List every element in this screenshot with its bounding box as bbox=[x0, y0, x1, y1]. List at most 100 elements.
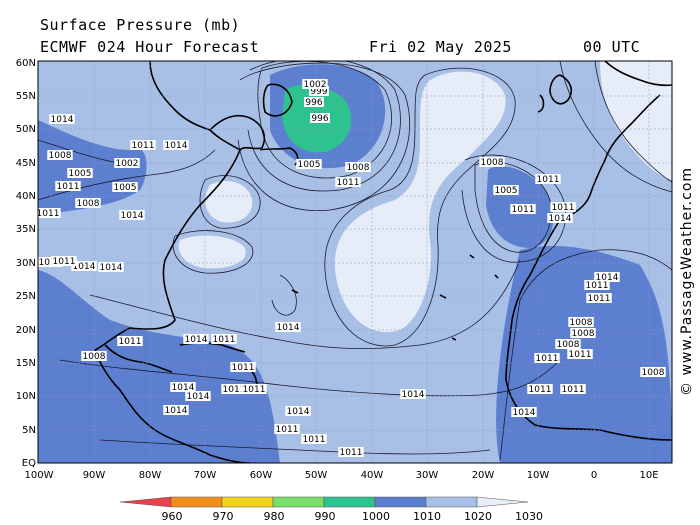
isobar-value-text: 1005 bbox=[69, 169, 92, 179]
forecast-date: Fri 02 May 2025 bbox=[369, 38, 512, 56]
isobar-value-text: 1011 bbox=[340, 448, 363, 458]
isobar-value-label: 1011 bbox=[130, 140, 156, 151]
colorbar-swatch bbox=[119, 496, 172, 508]
map-frame bbox=[37, 60, 673, 464]
isobar-value-text: 1011 bbox=[562, 385, 585, 395]
lat-label: 25N bbox=[16, 291, 36, 302]
lon-label: 60W bbox=[250, 470, 273, 481]
isobar-value-label: 1014 bbox=[183, 334, 209, 345]
isobar-value-label: 1011 bbox=[230, 362, 256, 373]
colorbar-label: 1000 bbox=[362, 510, 390, 523]
isobar-value-label: 996 bbox=[304, 97, 324, 108]
isobar-value-label: 1014 bbox=[275, 322, 301, 333]
latitude-labels: 60N 55N 50N 45N 40N 35N 30N 25N 20N 15N … bbox=[16, 58, 36, 469]
isobar-value-label: 1014 bbox=[511, 407, 537, 418]
isobar-value-label: 1011 bbox=[51, 256, 77, 267]
isobar-value-label: 1011 bbox=[560, 384, 586, 395]
lon-label: 100W bbox=[25, 470, 54, 481]
isobar-value-text: 1011 bbox=[537, 175, 560, 185]
site-credit: © www.PassageWeather.com bbox=[679, 166, 695, 396]
isobar-value-text: 1014 bbox=[596, 273, 619, 283]
isobar-value-label: 1008 bbox=[640, 367, 666, 378]
isobar-value-text: 1011 bbox=[529, 385, 552, 395]
isobar-value-text: 1005 bbox=[114, 183, 137, 193]
isobar-value-text: 1008 bbox=[557, 340, 580, 350]
isobar-value-label: 1014 bbox=[98, 262, 124, 273]
isobar-value-text: 1011 bbox=[588, 294, 611, 304]
isobar-value-label: 1011 bbox=[534, 353, 560, 364]
colorbar-label: 1030 bbox=[515, 510, 543, 523]
lon-label: 40W bbox=[361, 470, 384, 481]
isobar-value-label: 1008 bbox=[555, 339, 581, 350]
lon-label: 80W bbox=[139, 470, 162, 481]
isobar-value-label: 1011 bbox=[241, 384, 267, 395]
isobar-value-text: 1008 bbox=[570, 318, 593, 328]
isobar-value-label: 1008 bbox=[568, 317, 594, 328]
isobar-value-text: 1005 bbox=[298, 160, 321, 170]
isobar-value-text: 1011 bbox=[232, 363, 255, 373]
isobar-value-text: 1011 bbox=[552, 203, 575, 213]
isobar-value-text: 1008 bbox=[572, 329, 595, 339]
isobar-value-label: 1011 bbox=[535, 174, 561, 185]
map-field: 1014100810051002101110051011101410081011… bbox=[37, 61, 672, 463]
isobar-value-text: 1008 bbox=[347, 163, 370, 173]
isobar-value-text: 1011 bbox=[57, 182, 80, 192]
isobar-value-text: 1014 bbox=[51, 115, 74, 125]
isobar-value-text: 1008 bbox=[77, 199, 100, 209]
isobar-value-text: 1011 bbox=[536, 354, 559, 364]
isobar-value-label: 1002 bbox=[114, 158, 140, 169]
isobar-value-label: 1014 bbox=[163, 140, 189, 151]
isobar-value-text: 1011 bbox=[337, 178, 360, 188]
map-title: Surface Pressure (mb) bbox=[40, 16, 241, 34]
lon-label: 10W bbox=[527, 470, 550, 481]
high-pressure-ridge bbox=[334, 71, 506, 333]
isobar-value-text: 1011 bbox=[37, 209, 60, 219]
isobar-value-text: 1014 bbox=[165, 141, 188, 151]
lat-label: 50N bbox=[16, 124, 36, 135]
isobar-value-label: 1014 bbox=[547, 213, 573, 224]
high-pressure-cell-sw bbox=[178, 235, 246, 269]
forecast-time: 00 UTC bbox=[583, 38, 641, 56]
isobar-value-label: 1011 bbox=[55, 181, 81, 192]
isobar-value-text: 996 bbox=[305, 98, 322, 108]
isobar-value-text: 1014 bbox=[513, 408, 536, 418]
isobar-value-label: 1011 bbox=[38, 257, 63, 268]
lat-label: 55N bbox=[16, 91, 36, 102]
isobar-value-text: 1008 bbox=[49, 151, 72, 161]
colorbar-label: 1010 bbox=[413, 510, 441, 523]
isobar-value-text: 1014 bbox=[287, 407, 310, 417]
isobar-value-text: 1005 bbox=[495, 186, 518, 196]
isobar-value-text: 1011 bbox=[276, 425, 299, 435]
isobar-value-text: 999 bbox=[310, 87, 327, 97]
isobar-value-label: 1008 bbox=[479, 157, 505, 168]
colorbar-swatch bbox=[170, 496, 223, 508]
isobar-value-label: 1011 bbox=[274, 424, 300, 435]
colorbar-label: 960 bbox=[162, 510, 183, 523]
isobar-value-text: 1011 bbox=[243, 385, 266, 395]
isobar-value-text: 1014 bbox=[73, 262, 96, 272]
colorbar-label: 980 bbox=[264, 510, 285, 523]
isobar-value-text: 1008 bbox=[481, 158, 504, 168]
isobar-value-label: 1008 bbox=[47, 150, 73, 161]
isobar-value-label: 1014 bbox=[49, 114, 75, 125]
isobar-value-text: 1014 bbox=[172, 383, 195, 393]
isobar-value-label: 1011 bbox=[117, 336, 143, 347]
isobar-value-label: 1011 bbox=[510, 204, 536, 215]
lat-label: EQ bbox=[22, 458, 36, 469]
isobar-value-text: 1014 bbox=[402, 390, 425, 400]
pressure-labels: 1014100810051002101110051011101410081011… bbox=[37, 79, 666, 458]
isobar-value-label: 1011 bbox=[586, 293, 612, 304]
isobar-value-text: 1011 bbox=[213, 335, 236, 345]
forecast-model: ECMWF 024 Hour Forecast bbox=[40, 38, 260, 56]
high-pressure-cell-west bbox=[205, 180, 253, 223]
isobar-value-label: 1008 bbox=[345, 162, 371, 173]
isobar-value-label: 1011 bbox=[567, 349, 593, 360]
isobar-value-text: 1014 bbox=[185, 335, 208, 345]
colorbar-swatch bbox=[272, 496, 325, 508]
isobar-value-text: 1014 bbox=[187, 392, 210, 402]
colorbar-swatch bbox=[476, 496, 529, 508]
colorbar-label: 970 bbox=[213, 510, 234, 523]
isobar-value-text: 1014 bbox=[277, 323, 300, 333]
isobar-value-text: 1008 bbox=[83, 352, 106, 362]
